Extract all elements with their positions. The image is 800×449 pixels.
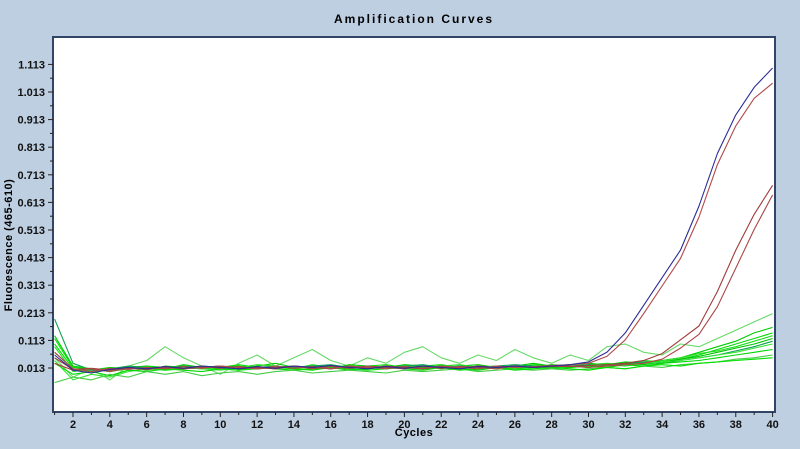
y-tick-label: 0.513 — [17, 225, 45, 237]
y-tick-label: 0.713 — [17, 170, 45, 182]
curve-negative-green-09 — [54, 354, 773, 384]
x-tick-label: 28 — [546, 419, 558, 431]
x-tick-label: 16 — [325, 419, 337, 431]
x-tick-label: 14 — [288, 419, 301, 431]
y-tick-label: 0.213 — [17, 308, 45, 320]
plot-area — [52, 36, 776, 413]
x-tick-label: 12 — [251, 419, 263, 431]
y-tick-label: 0.413 — [17, 253, 45, 265]
y-tick-label: 1.113 — [18, 59, 45, 71]
x-tick-label: 30 — [582, 419, 594, 431]
y-tick-label: 0.313 — [17, 280, 45, 292]
y-tick-label: 0.613 — [17, 197, 45, 209]
curve-positive-blue-early — [54, 67, 773, 374]
x-tick-label: 8 — [180, 419, 186, 431]
y-tick-label: 0.913 — [17, 115, 45, 127]
x-tick-label: 10 — [214, 419, 226, 431]
y-tick-label: 0.813 — [17, 142, 45, 154]
x-tick-label: 24 — [472, 419, 485, 431]
x-tick-label: 38 — [730, 419, 742, 431]
x-tick-label: 20 — [398, 419, 410, 431]
curves — [54, 67, 774, 384]
x-axis: 2 4 6 8 10 12 14 16 18 20 22 24 26 28 30 32 34 36 38 40 — [54, 412, 779, 431]
x-tick-label: 22 — [435, 419, 447, 431]
x-tick-label: 2 — [70, 419, 76, 431]
y-tick-label: 0.013 — [17, 363, 45, 375]
x-tick-label: 26 — [509, 419, 521, 431]
x-tick-label: 34 — [656, 419, 669, 431]
x-tick-label: 36 — [693, 419, 705, 431]
x-tick-label: 40 — [766, 419, 778, 431]
chart-title: Amplification Curves — [333, 12, 495, 26]
y-axis: 1.113 1.013 0.913 0.813 0.713 0.613 0.513 0.413… — [17, 59, 53, 375]
x-tick-label: 4 — [107, 419, 114, 431]
y-tick-label: 0.113 — [18, 335, 45, 347]
x-tick-label: 6 — [144, 419, 150, 431]
x-axis-label: Cycles — [394, 427, 434, 439]
x-tick-label: 32 — [619, 419, 631, 431]
y-tick-label: 1.013 — [17, 87, 45, 99]
x-tick-label: 18 — [361, 419, 373, 431]
curve-negative-green-01 — [54, 313, 773, 381]
